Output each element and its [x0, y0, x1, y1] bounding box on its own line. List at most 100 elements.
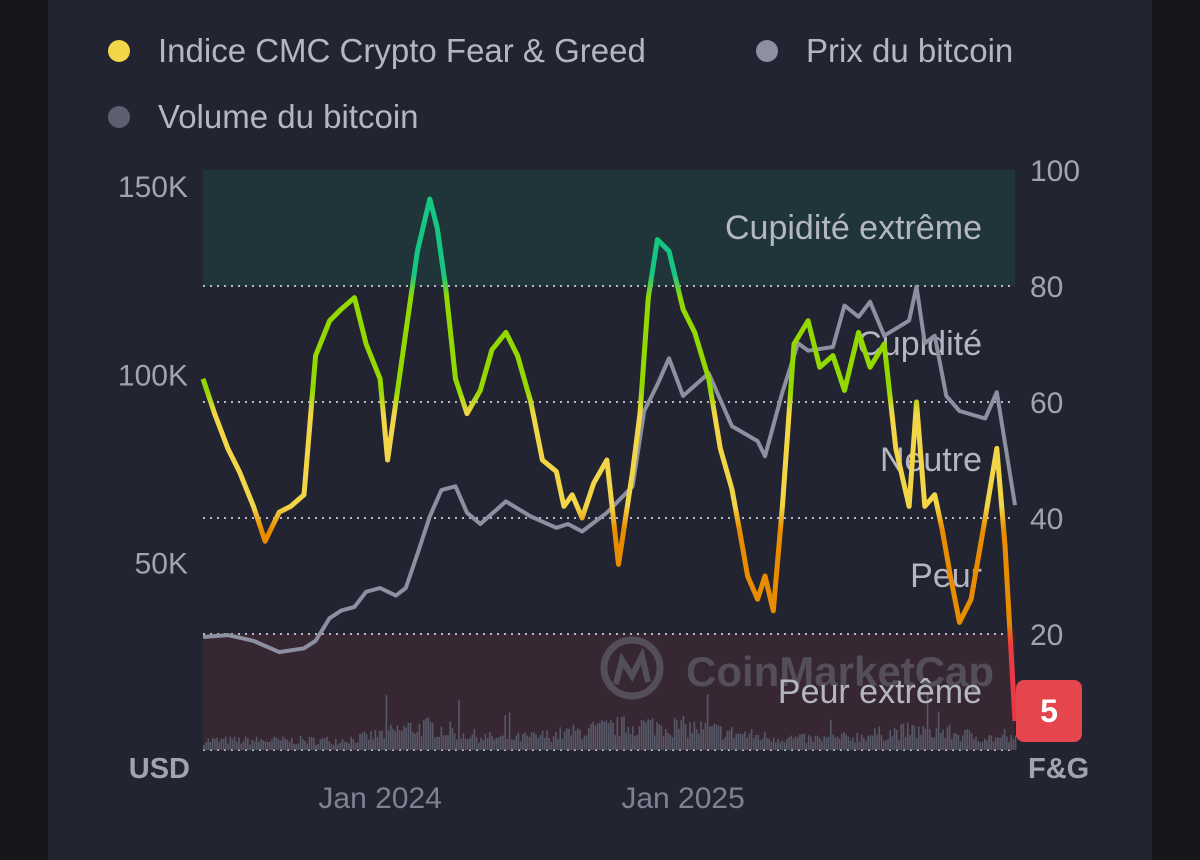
volume-bar: [601, 720, 603, 750]
volume-bar: [414, 733, 416, 750]
volume-bar: [434, 737, 436, 750]
volume-bar: [387, 730, 390, 750]
volume-bar: [306, 743, 308, 750]
volume-bar: [341, 738, 344, 750]
volume-bar: [973, 738, 975, 750]
volume-bar: [383, 738, 385, 750]
volume-bar: [429, 721, 432, 750]
volume-bar: [739, 733, 742, 750]
volume-bar: [805, 743, 808, 750]
volume-bar: [715, 724, 718, 750]
volume-bar: [550, 742, 553, 750]
volume-bar: [456, 739, 458, 750]
fear-greed-series-line: [200, 196, 1018, 722]
legend-item-price[interactable]: Prix du bitcoin: [756, 32, 1013, 70]
volume-bar: [684, 724, 687, 750]
legend-item-fear-greed[interactable]: Indice CMC Crypto Fear & Greed: [108, 32, 646, 70]
volume-bar: [957, 734, 960, 750]
volume-bar: [726, 731, 729, 750]
volume-bar: [937, 711, 940, 750]
x-axis-tick-0: Jan 2024: [318, 782, 441, 815]
volume-bar: [887, 739, 889, 750]
volume-bar: [374, 730, 377, 750]
volume-bar: [381, 730, 383, 750]
volume-bar: [335, 738, 337, 750]
volume-bar: [207, 738, 209, 750]
volume-bar: [203, 744, 205, 750]
volume-bar: [277, 739, 280, 750]
volume-bar: [500, 736, 502, 750]
volume-bar: [647, 718, 649, 750]
volume-bar: [275, 737, 278, 750]
volume-bar: [838, 738, 841, 750]
volume-bar: [431, 722, 434, 750]
volume-bar: [209, 742, 212, 750]
volume-bar: [418, 723, 421, 750]
volume-bar: [662, 735, 665, 750]
volume-bar: [706, 694, 709, 750]
volume-bar: [511, 739, 513, 750]
volume-bar: [482, 740, 484, 750]
volume-bar: [588, 728, 590, 750]
legend-dot-volume-icon: [108, 106, 130, 128]
volume-bar: [205, 742, 207, 750]
volume-bar: [783, 742, 786, 750]
volume-bar: [759, 740, 762, 750]
current-value-badge: [1016, 680, 1082, 742]
volume-bar: [867, 736, 869, 750]
volume-bar: [612, 722, 614, 750]
volume-bar: [513, 739, 515, 750]
volume-bar: [577, 728, 579, 750]
volume-bar: [680, 720, 682, 750]
volume-bar: [442, 735, 445, 750]
volume-bar: [506, 738, 509, 750]
volume-bar: [493, 739, 495, 750]
volume-bar: [849, 740, 852, 750]
volume-bar: [794, 736, 797, 750]
volume-bar: [370, 731, 372, 750]
volume-bar: [913, 725, 916, 750]
volume-bar: [702, 729, 704, 750]
volume-bar: [970, 733, 973, 750]
volume-bar: [902, 723, 905, 750]
volume-bar: [539, 735, 542, 750]
volume-bar: [339, 742, 341, 750]
volume-bar: [561, 738, 564, 750]
volume-bar: [627, 726, 630, 750]
legend-item-volume[interactable]: Volume du bitcoin: [108, 98, 419, 136]
volume-bar: [379, 730, 381, 750]
volume-bar: [814, 735, 817, 750]
volume-bar: [260, 739, 262, 750]
volume-bar: [893, 727, 896, 750]
volume-bar: [451, 727, 454, 750]
volume-bar: [777, 738, 779, 750]
volume-bar: [845, 734, 847, 750]
volume-bar: [724, 737, 726, 750]
volume-bar: [583, 735, 586, 750]
volume-bar: [658, 724, 660, 750]
volume-bar: [968, 729, 971, 750]
volume-bar: [781, 740, 784, 750]
volume-bar: [222, 738, 225, 750]
volume-bar: [942, 729, 944, 750]
volume-bar: [951, 739, 953, 750]
volume-bar: [761, 738, 764, 750]
volume-bar: [700, 721, 702, 750]
volume-bar: [799, 734, 801, 750]
volume-bar: [557, 739, 559, 750]
volume-bar: [284, 738, 286, 750]
volume-bar: [926, 691, 929, 750]
volume-bar: [262, 740, 264, 750]
left-axis-tick-1: 100K: [118, 359, 188, 392]
volume-bar: [475, 737, 478, 750]
volume-bar: [678, 728, 680, 750]
volume-bar: [596, 723, 599, 750]
volume-bar: [390, 724, 392, 750]
volume-bar: [898, 740, 900, 750]
volume-bar: [352, 738, 355, 750]
zone-label-0: Cupidité extrême: [725, 209, 982, 247]
volume-bar: [478, 742, 480, 750]
volume-bar: [959, 740, 962, 750]
volume-bar: [592, 721, 594, 750]
